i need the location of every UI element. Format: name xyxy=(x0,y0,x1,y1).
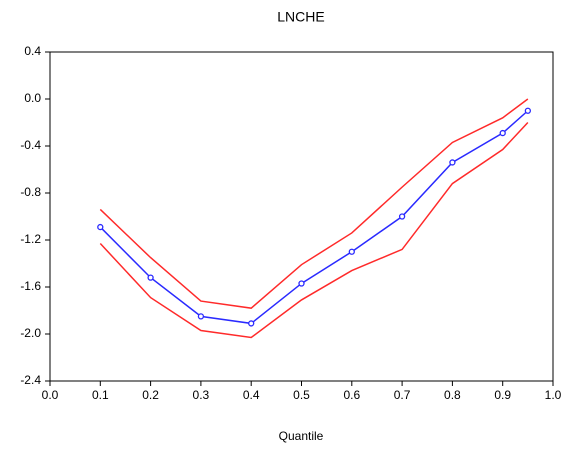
series-line xyxy=(99,110,529,325)
series-line xyxy=(99,121,529,339)
point-marker xyxy=(248,320,255,327)
point-marker xyxy=(97,223,104,231)
y-tick-label: -0.8 xyxy=(20,185,41,199)
x-tick-label: 0.9 xyxy=(494,388,511,402)
point-marker xyxy=(298,280,305,287)
x-axis-label: Quantile xyxy=(279,429,324,443)
point-marker xyxy=(147,274,154,281)
point-marker xyxy=(398,213,406,220)
chart-title: LNCHE xyxy=(277,9,324,25)
x-tick-label: 1.0 xyxy=(545,388,562,402)
plot-frame xyxy=(49,51,554,382)
x-tick-label: 0.0 xyxy=(42,388,59,402)
point-marker xyxy=(197,313,205,320)
y-tick-label: -2.0 xyxy=(20,326,41,340)
y-tick-label: -1.6 xyxy=(20,279,41,293)
x-tick-label: 0.6 xyxy=(343,388,360,402)
x-tick-label: 0.7 xyxy=(394,388,411,402)
x-tick-label: 0.8 xyxy=(444,388,461,402)
series-line xyxy=(99,98,529,309)
x-tick-label: 0.1 xyxy=(92,388,109,402)
y-tick-label: 0.4 xyxy=(24,44,41,58)
y-tick-label: -2.4 xyxy=(20,373,41,387)
x-tick-label: 0.2 xyxy=(142,388,159,402)
point-marker xyxy=(348,248,355,255)
y-tick-label: 0.0 xyxy=(24,91,41,105)
point-marker xyxy=(524,107,531,114)
x-tick-label: 0.5 xyxy=(293,388,310,402)
y-tick-label: -0.4 xyxy=(20,138,41,152)
point-marker xyxy=(449,159,456,166)
x-tick-label: 0.3 xyxy=(193,388,210,402)
point-marker xyxy=(499,129,506,137)
y-tick-label: -1.2 xyxy=(20,232,41,246)
x-tick-label: 0.4 xyxy=(243,388,260,402)
